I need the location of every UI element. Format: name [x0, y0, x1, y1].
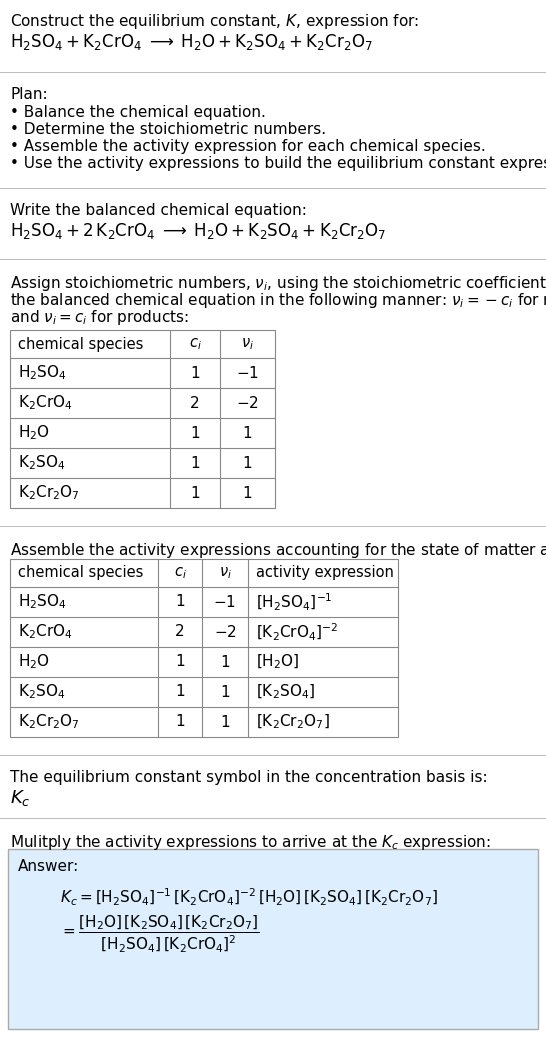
Text: $1$: $1$	[220, 654, 230, 670]
Text: $[\mathrm{H_2SO_4}]^{-1}$: $[\mathrm{H_2SO_4}]^{-1}$	[256, 591, 333, 613]
Text: $\nu_i$: $\nu_i$	[241, 336, 254, 352]
Text: 1: 1	[175, 714, 185, 729]
Text: the balanced chemical equation in the following manner: $\nu_i = -c_i$ for react: the balanced chemical equation in the fo…	[10, 291, 546, 310]
Text: $[\mathrm{K_2SO_4}]$: $[\mathrm{K_2SO_4}]$	[256, 682, 315, 701]
Text: Plan:: Plan:	[10, 87, 48, 102]
Text: Mulitply the activity expressions to arrive at the $K_c$ expression:: Mulitply the activity expressions to arr…	[10, 833, 491, 852]
Text: $\mathrm{H_2SO_4}$: $\mathrm{H_2SO_4}$	[18, 593, 67, 612]
Text: $[\mathrm{K_2Cr_2O_7}]$: $[\mathrm{K_2Cr_2O_7}]$	[256, 712, 330, 731]
Text: $c_i$: $c_i$	[174, 565, 186, 581]
Text: 1: 1	[190, 425, 200, 441]
Text: $[\mathrm{H_2O}]$: $[\mathrm{H_2O}]$	[256, 653, 300, 671]
Text: $-1$: $-1$	[213, 594, 236, 610]
Bar	[10, 559, 398, 737]
Text: • Use the activity expressions to build the equilibrium constant expression.: • Use the activity expressions to build …	[10, 156, 546, 171]
Text: 1: 1	[190, 485, 200, 501]
Text: $\mathrm{H_2SO_4 + 2\,K_2CrO_4 \;\longrightarrow\; H_2O + K_2SO_4 + K_2Cr_2O_7}$: $\mathrm{H_2SO_4 + 2\,K_2CrO_4 \;\longri…	[10, 221, 387, 241]
Text: activity expression: activity expression	[256, 565, 394, 581]
Text: $\mathrm{H_2O}$: $\mathrm{H_2O}$	[18, 652, 50, 671]
Text: $c_i$: $c_i$	[188, 336, 201, 352]
Text: $\mathrm{H_2SO_4 + K_2CrO_4 \;\longrightarrow\; H_2O + K_2SO_4 + K_2Cr_2O_7}$: $\mathrm{H_2SO_4 + K_2CrO_4 \;\longright…	[10, 32, 373, 52]
Text: The equilibrium constant symbol in the concentration basis is:: The equilibrium constant symbol in the c…	[10, 770, 488, 785]
Text: Answer:: Answer:	[18, 859, 79, 874]
Text: 2: 2	[190, 395, 200, 411]
Text: $\mathrm{H_2O}$: $\mathrm{H_2O}$	[18, 424, 50, 443]
Text: $1$: $1$	[242, 425, 253, 441]
Text: • Balance the chemical equation.: • Balance the chemical equation.	[10, 105, 266, 120]
Text: $-2$: $-2$	[213, 624, 236, 640]
Text: 1: 1	[190, 365, 200, 381]
Text: $\mathrm{K_2SO_4}$: $\mathrm{K_2SO_4}$	[18, 682, 66, 701]
Text: Write the balanced chemical equation:: Write the balanced chemical equation:	[10, 203, 307, 218]
Text: $\mathrm{K_2Cr_2O_7}$: $\mathrm{K_2Cr_2O_7}$	[18, 712, 80, 731]
Text: and $\nu_i = c_i$ for products:: and $\nu_i = c_i$ for products:	[10, 308, 189, 327]
Text: $K_c$: $K_c$	[10, 788, 31, 808]
Text: $\mathrm{K_2CrO_4}$: $\mathrm{K_2CrO_4}$	[18, 622, 73, 641]
Text: • Assemble the activity expression for each chemical species.: • Assemble the activity expression for e…	[10, 139, 486, 155]
Text: $-2$: $-2$	[236, 395, 259, 411]
Text: $\mathrm{K_2CrO_4}$: $\mathrm{K_2CrO_4}$	[18, 394, 73, 413]
Text: $1$: $1$	[242, 455, 253, 471]
Text: chemical species: chemical species	[18, 565, 144, 581]
Text: • Determine the stoichiometric numbers.: • Determine the stoichiometric numbers.	[10, 122, 326, 137]
Text: $[\mathrm{K_2CrO_4}]^{-2}$: $[\mathrm{K_2CrO_4}]^{-2}$	[256, 621, 339, 643]
Bar	[10, 330, 275, 508]
Text: $= \dfrac{[\mathrm{H_2O}]\,[\mathrm{K_2SO_4}]\,[\mathrm{K_2Cr_2O_7}]}{[\mathrm{H: $= \dfrac{[\mathrm{H_2O}]\,[\mathrm{K_2S…	[60, 913, 260, 954]
Text: Assign stoichiometric numbers, $\nu_i$, using the stoichiometric coefficients, $: Assign stoichiometric numbers, $\nu_i$, …	[10, 274, 546, 293]
Bar	[8, 849, 538, 1029]
Text: 2: 2	[175, 624, 185, 640]
Text: $1$: $1$	[220, 684, 230, 700]
Text: $-1$: $-1$	[236, 365, 259, 381]
Text: Assemble the activity expressions accounting for the state of matter and $\nu_i$: Assemble the activity expressions accoun…	[10, 541, 546, 560]
Text: $1$: $1$	[242, 485, 253, 501]
Text: chemical species: chemical species	[18, 336, 144, 352]
Text: $\mathrm{H_2SO_4}$: $\mathrm{H_2SO_4}$	[18, 364, 67, 383]
Text: 1: 1	[190, 455, 200, 471]
Text: $\nu_i$: $\nu_i$	[218, 565, 232, 581]
Text: $\mathrm{K_2SO_4}$: $\mathrm{K_2SO_4}$	[18, 453, 66, 472]
Text: $K_c = [\mathrm{H_2SO_4}]^{-1}\,[\mathrm{K_2CrO_4}]^{-2}\,[\mathrm{H_2O}]\,[\mat: $K_c = [\mathrm{H_2SO_4}]^{-1}\,[\mathrm…	[60, 887, 438, 908]
Text: 1: 1	[175, 654, 185, 670]
Text: 1: 1	[175, 684, 185, 700]
Text: 1: 1	[175, 594, 185, 610]
Text: Construct the equilibrium constant, $K$, expression for:: Construct the equilibrium constant, $K$,…	[10, 12, 419, 31]
Text: $\mathrm{K_2Cr_2O_7}$: $\mathrm{K_2Cr_2O_7}$	[18, 483, 80, 502]
Text: $1$: $1$	[220, 714, 230, 730]
